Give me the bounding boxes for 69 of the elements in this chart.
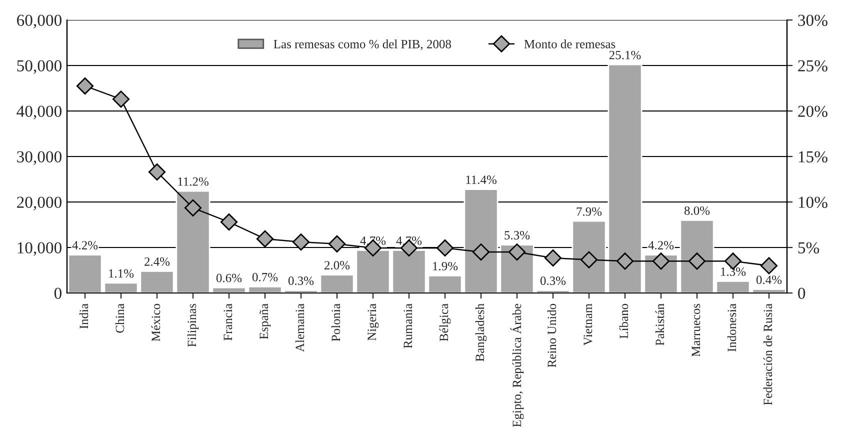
y2-tick-label: 30% <box>798 14 828 26</box>
data-label: 25.1% <box>609 50 641 60</box>
data-label: 2.4% <box>144 257 170 266</box>
x-tick-label: México <box>151 304 160 342</box>
data-label: 0.3% <box>540 276 566 286</box>
y2-tick-label: 10% <box>798 196 828 208</box>
point <box>436 239 454 257</box>
y-tick-label: 60,000 <box>17 14 62 28</box>
x-tick-label: Rumania <box>404 304 412 348</box>
point <box>760 257 778 274</box>
y2-tick-label: 0 <box>798 288 806 299</box>
point <box>472 244 490 261</box>
data-label: 4.2% <box>72 241 98 250</box>
x-tick-label: Pakistán <box>655 304 664 346</box>
y2-tick-label: 20% <box>798 106 828 117</box>
data-label: 11.4% <box>466 176 496 184</box>
point <box>256 230 274 248</box>
point <box>544 249 562 267</box>
x-tick-label: Vietnam <box>584 304 592 346</box>
y-tick-label: 10,000 <box>18 242 62 256</box>
x-tick-label: China <box>115 304 124 333</box>
x-tick-label: Polonia <box>331 304 340 342</box>
x-tick-label: Federación de Rusia <box>763 304 772 406</box>
x-tick-label: Bélgica <box>439 304 451 342</box>
y2-tick-label: 5% <box>798 242 820 254</box>
data-label: 1.3% <box>721 267 746 276</box>
x-tick-label: Bangladesh <box>475 304 487 362</box>
y-tick-label: 50,000 <box>17 60 62 74</box>
point <box>652 252 670 270</box>
data-label: 7.9% <box>576 207 602 216</box>
y2-tick-label: 25% <box>798 60 828 72</box>
x-tick-label: Reino Unido <box>547 304 556 368</box>
x-tick-label: Francia <box>224 304 232 341</box>
x-tick-label: India <box>79 304 88 329</box>
data-label: 4.2% <box>648 241 674 250</box>
point <box>76 77 94 95</box>
point <box>508 244 526 261</box>
y-tick-label: 40,000 <box>16 106 62 120</box>
data-label: 0.3% <box>288 276 314 286</box>
data-label: 0.4% <box>756 276 782 284</box>
point <box>184 199 202 216</box>
y2-tick-label: 15% <box>798 151 828 162</box>
data-label: 1.1% <box>109 269 134 278</box>
point <box>112 90 130 108</box>
point <box>220 213 238 231</box>
x-tick-label: Egipto, República Árabe <box>510 304 524 427</box>
x-tick-label: España <box>260 304 271 340</box>
x-tick-label: Alemania <box>295 304 304 352</box>
y-tick-label: 20,000 <box>17 196 62 210</box>
data-label: 0.6% <box>216 274 242 282</box>
point <box>616 252 634 270</box>
data-label: 8.0% <box>684 206 710 215</box>
legend-label: Las remesas como % del PIB, 2008 <box>274 40 451 50</box>
data-label: 2.0% <box>324 261 350 270</box>
x-tick-label: Marruecos <box>692 304 700 357</box>
point <box>292 233 310 251</box>
data-label: 11.2% <box>178 177 208 186</box>
y-tick-label: 30,000 <box>17 151 62 165</box>
data-label: 1.9% <box>433 262 458 270</box>
x-tick-label: Indonesia <box>727 304 736 352</box>
x-tick-label: Filipinas <box>187 304 199 347</box>
y-tick-label: 0 <box>54 288 62 299</box>
x-tick-label: Líbano <box>619 304 628 338</box>
point <box>148 163 166 181</box>
data-label: 0.7% <box>252 272 278 282</box>
point <box>328 235 346 252</box>
data-label: 5.3% <box>504 231 530 240</box>
legend-label: Monto de remesas <box>524 40 616 48</box>
x-tick-label: Nigeria <box>368 304 379 341</box>
